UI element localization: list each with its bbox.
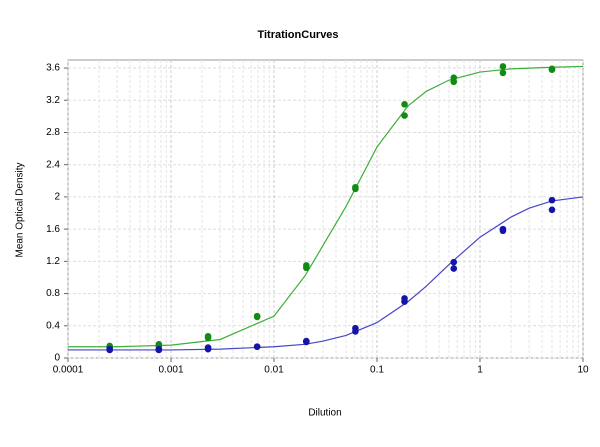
y-tick-label: 0 [54, 353, 60, 364]
fit-line [68, 65, 584, 348]
plot-area [67, 59, 584, 359]
data-point [155, 346, 163, 354]
x-axis-label: Dilution [308, 408, 341, 419]
data-point [352, 328, 359, 335]
data-point [499, 63, 507, 70]
y-axis-label: Mean Optical Density [15, 162, 26, 257]
data-point [450, 78, 458, 86]
y-tick-label: 0.4 [46, 320, 60, 331]
data-point [450, 258, 458, 266]
data-point [401, 298, 408, 305]
data-point [450, 265, 458, 272]
y-tick-label: 1.6 [46, 224, 60, 235]
data-point [548, 66, 556, 73]
x-tick-label: 0.1 [370, 365, 384, 376]
data-point [204, 345, 212, 353]
data-point [401, 112, 408, 119]
y-tick-label: 2.4 [46, 159, 60, 170]
y-tick-label: 3.6 [46, 63, 60, 74]
x-tick-label: 0.001 [158, 365, 183, 376]
data-point [548, 206, 556, 214]
data-point [253, 313, 261, 321]
data-point [499, 69, 507, 77]
y-tick-label: 0.8 [46, 288, 60, 299]
x-tick-label: 0.0001 [53, 365, 84, 376]
x-tick-label: 0.01 [264, 365, 284, 376]
y-tick-label: 2 [54, 192, 60, 203]
data-point [401, 100, 408, 108]
y-tick-label: 1.2 [46, 256, 60, 267]
data-point [499, 227, 507, 235]
x-tick-label: 10 [577, 365, 589, 376]
data-point [204, 334, 212, 342]
y-tick-label: 3.2 [46, 95, 60, 106]
data-point [548, 196, 556, 204]
x-tick-label: 1 [477, 365, 483, 376]
data-point [303, 264, 310, 272]
fit-line [68, 196, 584, 351]
data-point [352, 185, 359, 193]
y-tick-label: 2.8 [46, 127, 60, 138]
data-point [106, 346, 113, 354]
chart-title: TitrationCurves [257, 29, 338, 41]
data-point [303, 338, 310, 346]
data-point [253, 343, 261, 351]
